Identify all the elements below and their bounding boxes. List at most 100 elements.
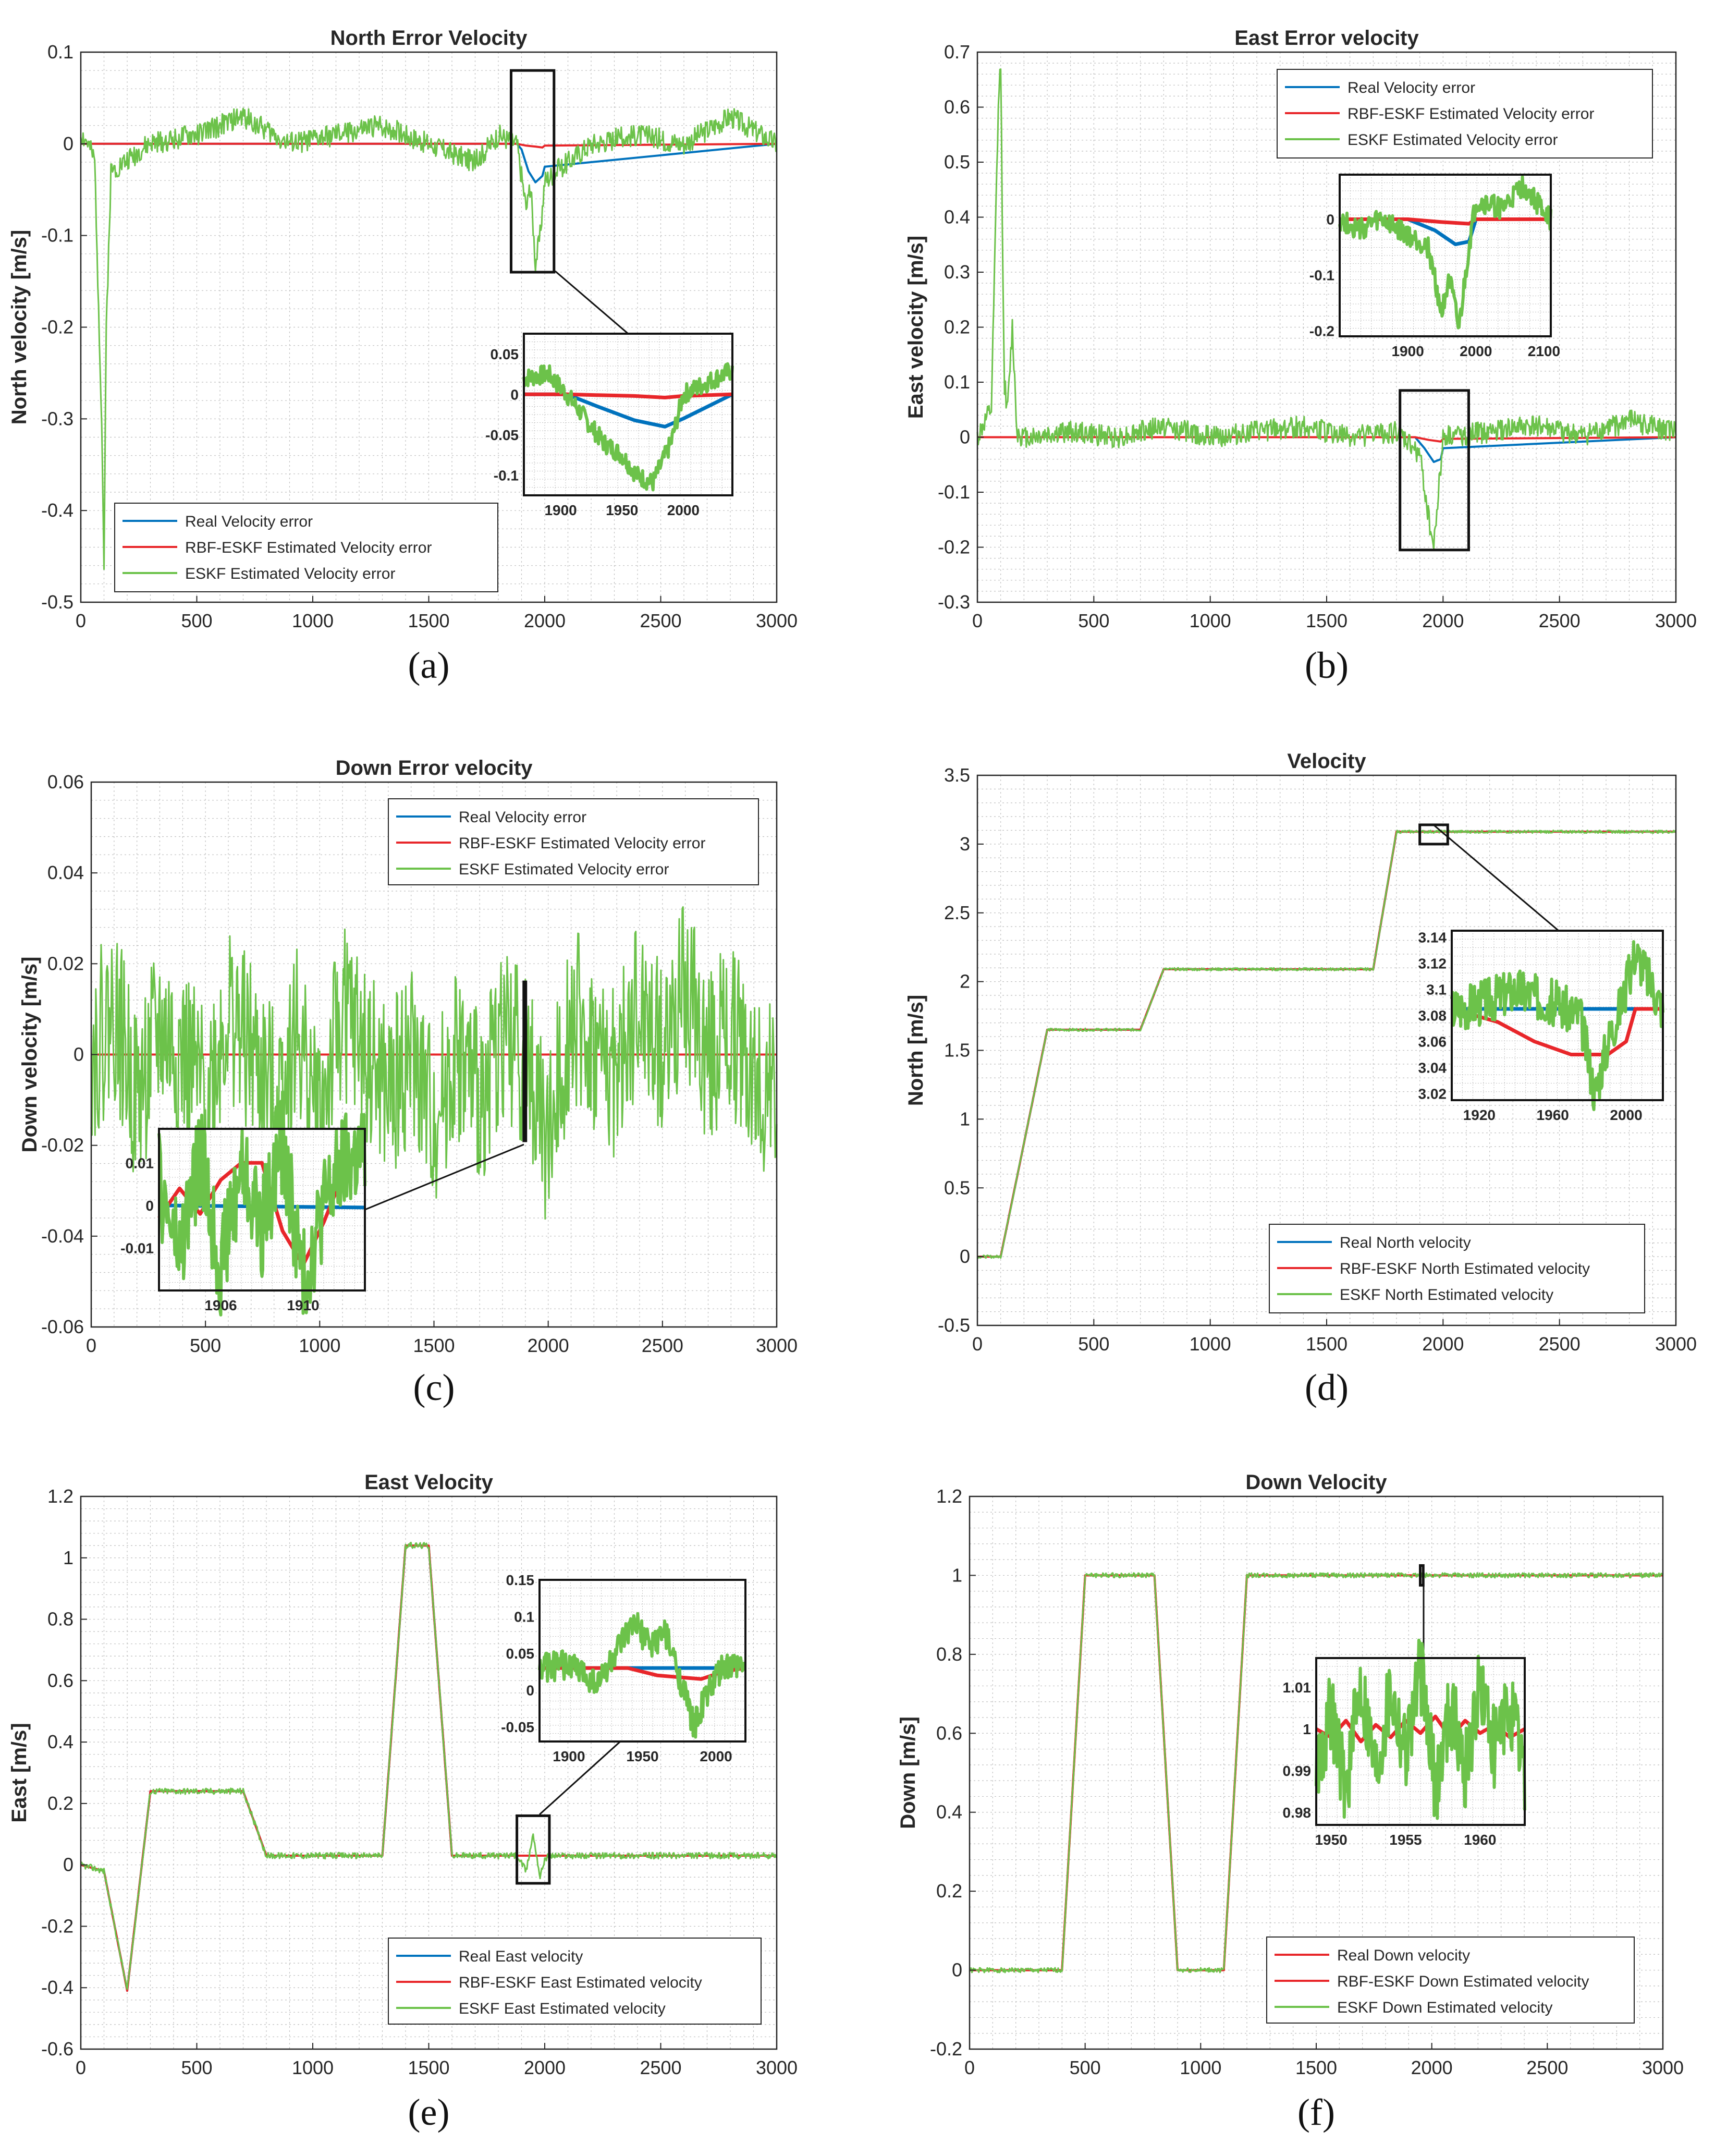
inset-y-tick-label: 3.06: [1418, 1034, 1447, 1050]
inset-y-tick-label: 0: [526, 1682, 534, 1698]
inset-series-rbf: [1340, 217, 1551, 226]
legend: Real Down velocity RBF-ESKF Down Estimate…: [1266, 1936, 1635, 2024]
y-tick-label: -0.1: [41, 225, 74, 246]
x-tick-label: 3000: [756, 610, 798, 631]
y-tick-label: 3: [960, 833, 970, 855]
y-axis-label: East velocity [m/s]: [904, 236, 927, 419]
inset-frame: [523, 333, 733, 496]
inset-y-tick-label: 0.98: [1283, 1805, 1312, 1821]
inset-y-tick-label: 0.15: [506, 1572, 535, 1588]
y-tick-label: -0.3: [41, 408, 74, 429]
x-tick-label: 2500: [1539, 1333, 1581, 1355]
inset-y-tick-label: 3.08: [1418, 1008, 1447, 1024]
x-tick-label: 0: [76, 610, 86, 631]
x-tick-label: 2500: [640, 2057, 681, 2078]
inset-y-tick-label: 1.01: [1283, 1679, 1312, 1696]
chart-title: East Error velocity: [1234, 27, 1419, 50]
x-tick-label: 500: [1078, 1333, 1109, 1355]
y-axis-label: Down [m/s]: [897, 1716, 920, 1829]
x-tick-label: 3000: [1655, 610, 1697, 631]
y-tick-label: 0: [960, 1246, 970, 1267]
legend-entry: ESKF Estimated Velocity error: [459, 861, 669, 878]
inset-x-tick-label: 1950: [606, 502, 638, 518]
series-line-eskf: [976, 68, 1677, 550]
x-tick-label: 500: [1078, 610, 1109, 631]
legend-entry: ESKF East Estimated velocity: [459, 2000, 666, 2017]
y-tick-label: -0.2: [938, 537, 970, 558]
y-tick-label: 0.4: [936, 1801, 962, 1823]
y-tick-label: -0.2: [41, 1915, 74, 1936]
y-tick-label: 0.2: [47, 1793, 74, 1814]
inset-chart: 1900 1950 2000 -0.05 0 0.05 0.1 0.15: [501, 1572, 746, 1764]
legend: Real Velocity error RBF-ESKF Estimated Ve…: [114, 503, 498, 592]
x-tick-label: 1500: [408, 610, 449, 631]
y-tick-label: 0.2: [936, 1880, 962, 1902]
inset-y-tick-label: 1: [1303, 1721, 1311, 1737]
legend: Real Velocity error RBF-ESKF Estimated Ve…: [1277, 69, 1653, 159]
x-tick-label: 2500: [640, 610, 681, 631]
series-line-eskf: [80, 107, 778, 570]
inset-x-tick-label: 2000: [667, 502, 700, 518]
y-tick-label: -0.5: [41, 591, 74, 613]
zoom-leader-line: [538, 1740, 621, 1816]
inset-y-tick-label: -0.1: [1309, 267, 1334, 283]
inset-y-tick-label: 3.02: [1418, 1086, 1447, 1102]
inset-y-tick-label: 0: [510, 386, 519, 403]
x-tick-label: 500: [1070, 2057, 1101, 2078]
y-tick-label: 0: [74, 1044, 84, 1065]
y-tick-label: 0.5: [944, 1177, 970, 1198]
inset-x-tick-label: 1950: [1315, 1832, 1347, 1848]
y-tick-label: 0.06: [47, 771, 84, 793]
y-tick-label: 1.5: [944, 1040, 970, 1061]
inset-x-tick-label: 1906: [204, 1297, 237, 1313]
y-tick-label: 0.6: [944, 96, 970, 118]
chart-c: 0 500 1000 1500 2000 2500 3000 -0.06 -0.04 -0.02 0…: [18, 757, 798, 1408]
y-tick-label: 0.04: [47, 862, 84, 883]
chart-title: Velocity: [1287, 750, 1366, 773]
y-tick-label: 0.7: [944, 41, 970, 63]
zoom-box: [1399, 389, 1470, 552]
y-tick-label: 0.8: [47, 1609, 74, 1630]
chart-title: North Error Velocity: [330, 27, 528, 50]
chart-f: 0 500 1000 1500 2000 2500 3000-0.200.20.40.60.…: [897, 1471, 1684, 2133]
x-tick-label: 0: [964, 2057, 975, 2078]
inset-y-tick-label: -0.01: [120, 1240, 154, 1256]
y-tick-label: -0.4: [41, 500, 74, 521]
x-tick-label: 2500: [1539, 610, 1581, 631]
x-tick-label: 2000: [1411, 2057, 1453, 2078]
inset-series-eskf: [1450, 940, 1664, 1112]
panel-caption: (b): [1305, 644, 1349, 686]
inset-series-eskf: [522, 362, 734, 492]
inset-frame: [1451, 930, 1664, 1101]
inset-y-tick-label: 3.1: [1426, 982, 1447, 998]
legend-entry: RBF-ESKF East Estimated velocity: [459, 1974, 702, 1991]
inset-x-tick-label: 1900: [553, 1748, 585, 1764]
y-tick-label: 0.4: [47, 1731, 74, 1752]
y-axis-label: East [m/s]: [8, 1723, 31, 1822]
inset-chart: 1920 1960 2000 3.02 3.04 3.06 3.08 3.1 3.12 3.14: [1418, 930, 1664, 1123]
x-tick-label: 3000: [1642, 2057, 1684, 2078]
y-tick-label: 0.1: [47, 41, 74, 63]
y-tick-label: 0.6: [47, 1670, 74, 1691]
inset-x-tick-label: 2000: [1610, 1107, 1642, 1123]
zoom-leader-line: [1433, 824, 1559, 932]
legend: Real North velocity RBF-ESKF North Estima…: [1269, 1224, 1645, 1313]
y-tick-label: -0.4: [41, 1977, 74, 1998]
y-tick-label: 0.5: [944, 151, 970, 173]
panel-caption: (e): [408, 2091, 450, 2133]
x-tick-label: 0: [86, 1335, 96, 1356]
inset-frame: [1315, 1657, 1526, 1826]
y-tick-label: 3.5: [944, 764, 970, 786]
inset-x-tick-label: 1955: [1389, 1832, 1422, 1848]
x-tick-label: 1000: [292, 610, 334, 631]
x-tick-label: 0: [76, 2057, 86, 2078]
inset-chart: 1900 1950 2000 -0.1 -0.05 0 0.05: [485, 333, 734, 518]
legend-entry: RBF-ESKF North Estimated velocity: [1340, 1260, 1590, 1277]
x-tick-label: 2000: [524, 2057, 566, 2078]
y-tick-label: 0.8: [936, 1643, 962, 1665]
y-tick-label: 0: [63, 1854, 74, 1875]
x-tick-label: 3000: [756, 1335, 798, 1356]
chart-d: 0 500 1000 1500 2000 2500 3000-0.500.511.522.5…: [904, 750, 1697, 1408]
inset-y-tick-label: 0.1: [514, 1609, 534, 1625]
